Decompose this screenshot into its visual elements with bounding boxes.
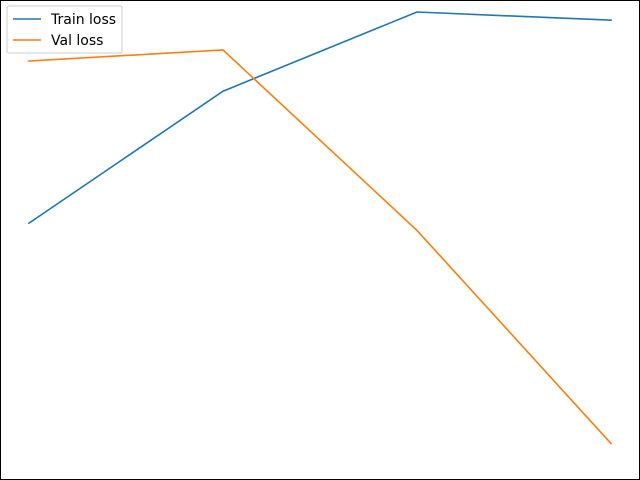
legend: Train loss Val loss [6, 5, 123, 54]
legend-label-train-loss: Train loss [50, 12, 116, 28]
series-line-train-loss [27, 11, 612, 225]
series-layer [27, 11, 613, 445]
legend-label-val-loss: Val loss [51, 33, 103, 49]
series-line-val-loss [28, 49, 613, 445]
legend-box [6, 5, 123, 54]
